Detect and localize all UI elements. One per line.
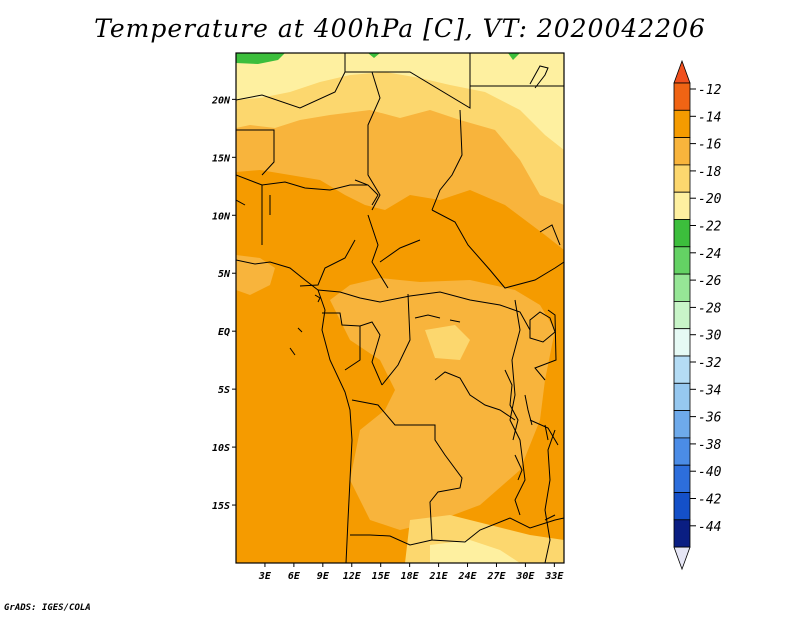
lon-tick-label: 30E <box>515 571 535 582</box>
lon-tick-label: 12E <box>343 571 362 582</box>
lon-tick-label: 21E <box>429 571 449 582</box>
country-borders <box>236 53 564 563</box>
field-band-light-orange <box>330 278 555 530</box>
colorbar-label: -28 <box>698 301 722 316</box>
lat-tick-label: EQ <box>218 327 230 338</box>
lon-tick-label: 3E <box>258 571 272 582</box>
colorbar-label: -36 <box>698 411 722 426</box>
temperature-map <box>236 53 564 563</box>
colorbar-label: -34 <box>698 383 721 398</box>
lat-tick-label: 15N <box>212 153 231 164</box>
colorbar-bin <box>673 191 691 220</box>
lon-tick-label: 24E <box>457 571 477 582</box>
colorbar-bin <box>673 437 691 466</box>
lon-tick-label: 33E <box>544 571 564 582</box>
field-band-pale-yellow <box>430 540 520 563</box>
colorbar-bin <box>673 410 691 439</box>
lat-tick-label: 5S <box>218 385 230 396</box>
colorbar-bin <box>673 164 691 193</box>
colorbar-bin <box>673 273 691 302</box>
lat-tick-label: 15S <box>212 501 230 512</box>
field-band-green <box>236 53 285 64</box>
colorbar-bin <box>673 519 691 548</box>
colorbar-bin <box>673 355 691 384</box>
latitude-axis: 20N 15N 10N 5N EQ 5S 10S 15S <box>211 95 236 512</box>
colorbar: -12 -14 -16 -18 -20 -22 -24 -26 -28 -30 -32 -34 -36 -… <box>673 59 722 571</box>
longitude-axis: 3E 6E 9E 12E 15E 18E 21E 24E 27E 30E 33E <box>258 563 564 582</box>
lat-tick-label: 10S <box>212 443 230 454</box>
colorbar-bin <box>673 492 691 521</box>
colorbar-label: -24 <box>698 247 721 262</box>
lon-tick-label: 18E <box>401 571 420 582</box>
colorbar-top-arrow <box>673 59 691 84</box>
lon-tick-label: 9E <box>317 571 330 582</box>
field-band-light-orange <box>236 255 275 295</box>
colorbar-bottom-arrow <box>673 546 691 571</box>
field-band-green <box>508 53 520 60</box>
colorbar-bin <box>673 137 691 166</box>
colorbar-bin <box>673 246 691 275</box>
colorbar-label: -12 <box>698 83 722 98</box>
map-frame <box>235 52 565 564</box>
colorbar-label: -22 <box>698 220 722 235</box>
colorbar-label: -14 <box>698 110 721 125</box>
colorbar-label: -38 <box>698 438 722 453</box>
colorbar-label: -32 <box>698 356 722 371</box>
lon-tick-label: 6E <box>288 571 301 582</box>
colorbar-label: -44 <box>698 520 721 535</box>
colorbar-bin <box>673 109 691 139</box>
colorbar-label: -30 <box>698 329 722 344</box>
lat-tick-label: 5N <box>218 269 231 280</box>
colorbar-label: -40 <box>698 465 722 480</box>
colorbar-bin <box>673 219 691 248</box>
colorbar-bin <box>673 464 691 493</box>
field-band-pale-yellow <box>236 53 564 150</box>
colorbar-label: -42 <box>698 493 722 508</box>
colorbar-bin <box>673 300 691 330</box>
colorbar-label: -20 <box>698 192 722 207</box>
field-band-yellow <box>425 325 470 360</box>
lon-tick-label: 27E <box>486 571 506 582</box>
chart-title: Temperature at 400hPa [C], VT: 202004220… <box>94 14 706 43</box>
lat-tick-label: 20N <box>211 95 231 106</box>
colorbar-bin <box>673 82 691 111</box>
lon-tick-label: 15E <box>372 571 391 582</box>
colorbar-label: -16 <box>698 138 722 153</box>
field-band-green <box>368 53 380 58</box>
colorbar-label: -18 <box>698 165 722 180</box>
colorbar-bin <box>673 328 691 357</box>
lat-tick-label: 10N <box>212 211 231 222</box>
colorbar-bin <box>673 382 691 411</box>
grads-credit: GrADS: IGES/COLA <box>4 603 91 613</box>
colorbar-label: -26 <box>698 274 722 289</box>
